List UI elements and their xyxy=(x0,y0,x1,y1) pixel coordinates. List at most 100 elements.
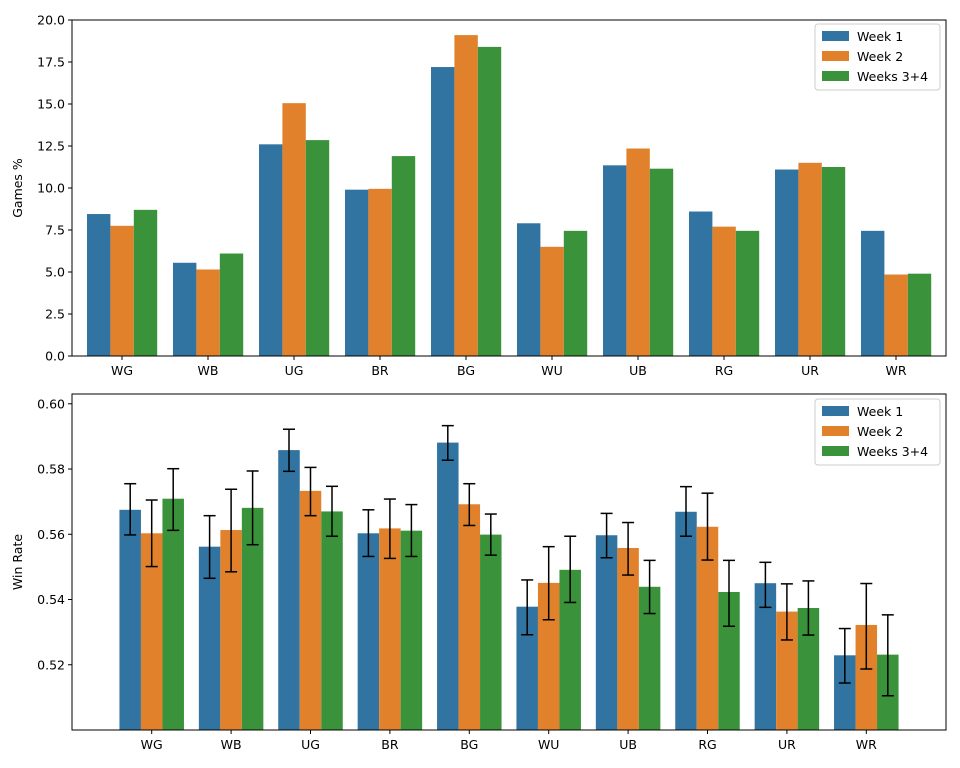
x-tick-label: UR xyxy=(801,363,819,378)
x-tick-label: UB xyxy=(619,737,637,752)
bar-wu-series-2 xyxy=(563,230,588,356)
bar-ub-series-1 xyxy=(617,547,639,730)
bar-wg-series-2 xyxy=(133,209,158,356)
x-tick-label: RG xyxy=(698,737,716,752)
error-bar-wr-series-1 xyxy=(860,582,873,670)
legend-swatch-series-2 xyxy=(822,446,849,456)
error-bar-rg-series-1 xyxy=(701,492,714,561)
bar-br-series-1 xyxy=(368,188,392,356)
error-bar-wg-series-0 xyxy=(124,482,137,536)
bar-ug-series-1 xyxy=(299,490,322,730)
bar-ug-series-2 xyxy=(321,511,343,730)
y-tick-label: 0.52 xyxy=(37,657,65,672)
bar-ub-series-0 xyxy=(603,165,627,356)
bar-bg-series-0 xyxy=(437,442,459,730)
error-bar-bg-series-1 xyxy=(463,482,476,527)
bar-bg-series-1 xyxy=(454,35,478,357)
legend: Week 1 Week 2 Weeks 3+4 xyxy=(814,398,941,466)
y-tick-label: 0.58 xyxy=(37,462,65,477)
error-bar-wg-series-2 xyxy=(167,467,180,532)
bar-wb-series-1 xyxy=(220,530,242,730)
y-tick-label: 0.56 xyxy=(37,527,65,542)
bar-ug-series-0 xyxy=(278,450,300,730)
error-bar-rg-series-0 xyxy=(680,485,692,537)
y-tick-label: 2.5 xyxy=(45,307,65,322)
bar-rg-series-1 xyxy=(696,526,719,730)
bar-wu-series-0 xyxy=(516,606,538,730)
bar-wr-series-0 xyxy=(861,230,885,356)
bar-ub-series-2 xyxy=(649,168,674,356)
bar-ur-series-0 xyxy=(775,169,799,356)
bar-ur-series-0 xyxy=(754,583,777,730)
x-tick-label: RG xyxy=(715,363,733,378)
error-bar-wb-series-0 xyxy=(203,514,216,580)
bar-wu-series-0 xyxy=(517,223,541,356)
bar-wg-series-0 xyxy=(87,214,111,356)
x-tick-label: WG xyxy=(111,363,133,378)
bar-bg-series-0 xyxy=(431,67,455,356)
bar-ub-series-2 xyxy=(638,586,661,730)
x-tick-label: WB xyxy=(198,363,219,378)
bar-wb-series-0 xyxy=(173,262,197,356)
error-bar-wg-series-1 xyxy=(145,499,158,568)
x-tick-label: WU xyxy=(538,737,560,752)
error-bar-br-series-1 xyxy=(383,498,396,560)
error-bar-ub-series-0 xyxy=(600,512,613,559)
bar-wb-series-2 xyxy=(241,507,264,730)
legend-label-series-2: Weeks 3+4 xyxy=(857,69,928,84)
x-tick-label: WB xyxy=(221,737,242,752)
error-bar-ur-series-0 xyxy=(759,561,772,609)
bar-wb-series-2 xyxy=(219,253,244,356)
bar-bg-series-2 xyxy=(480,534,502,730)
legend-label-series-2: Weeks 3+4 xyxy=(857,444,928,459)
error-bar-ug-series-0 xyxy=(283,428,295,473)
error-bar-wr-series-2 xyxy=(881,614,894,697)
bar-br-series-1 xyxy=(379,528,401,730)
y-tick-label: 12.5 xyxy=(37,139,65,154)
bar-bg-series-1 xyxy=(458,504,481,730)
legend-label-series-0: Week 1 xyxy=(857,29,903,44)
x-tick-label: UR xyxy=(778,737,796,752)
error-bar-ub-series-2 xyxy=(643,559,656,615)
x-tick-label: WU xyxy=(541,363,563,378)
x-tick-label: BR xyxy=(371,363,389,378)
bar-ur-series-2 xyxy=(821,167,846,356)
bar-ug-series-1 xyxy=(282,103,306,356)
y-tick-label: 0.60 xyxy=(37,396,65,411)
x-tick-label: WR xyxy=(856,737,877,752)
legend: Week 1 Week 2 Weeks 3+4 xyxy=(814,23,941,91)
bar-rg-series-2 xyxy=(735,230,760,356)
bar-br-series-2 xyxy=(400,530,423,730)
bar-ur-series-1 xyxy=(776,611,798,730)
bar-ug-series-2 xyxy=(305,140,330,356)
legend-swatch-series-1 xyxy=(822,51,849,61)
bar-rg-series-1 xyxy=(712,226,736,356)
error-bar-wu-series-2 xyxy=(564,535,577,604)
error-bar-wu-series-0 xyxy=(521,579,534,636)
games-percent-chart: 0.0 2.5 5.0 7.5 10.0 12.5 15.0 17.5 20.0 WG WB UG BR… xyxy=(10,13,947,378)
y-tick-label: 5.0 xyxy=(45,265,65,280)
legend-swatch-series-2 xyxy=(822,71,849,81)
bar-wg-series-1 xyxy=(140,533,163,730)
error-bar-ub-series-1 xyxy=(622,521,635,576)
error-bar-ug-series-2 xyxy=(326,485,338,537)
bar-ub-series-0 xyxy=(595,535,618,730)
x-tick-label: UB xyxy=(629,363,647,378)
legend-label-series-0: Week 1 xyxy=(857,404,903,419)
bar-wr-series-1 xyxy=(884,274,908,356)
y-tick-label: 0.0 xyxy=(45,349,65,364)
y-tick-label: 15.0 xyxy=(37,97,65,112)
error-bar-ur-series-2 xyxy=(802,580,815,636)
error-bar-ug-series-1 xyxy=(304,466,317,517)
bar-wr-series-2 xyxy=(907,273,932,356)
y-axis-label: Games % xyxy=(10,158,25,218)
bar-wr-series-0 xyxy=(834,655,856,730)
x-tick-label: UG xyxy=(285,363,304,378)
error-bar-wb-series-2 xyxy=(246,470,259,546)
bar-br-series-0 xyxy=(357,533,380,730)
legend-swatch-series-0 xyxy=(822,31,849,41)
win-rate-chart: 0.52 0.54 0.56 0.58 0.60 WG WB UG BR BG WU UB RG UR WR… xyxy=(10,393,947,752)
legend-swatch-series-0 xyxy=(822,406,849,416)
bar-bg-series-2 xyxy=(477,46,502,356)
